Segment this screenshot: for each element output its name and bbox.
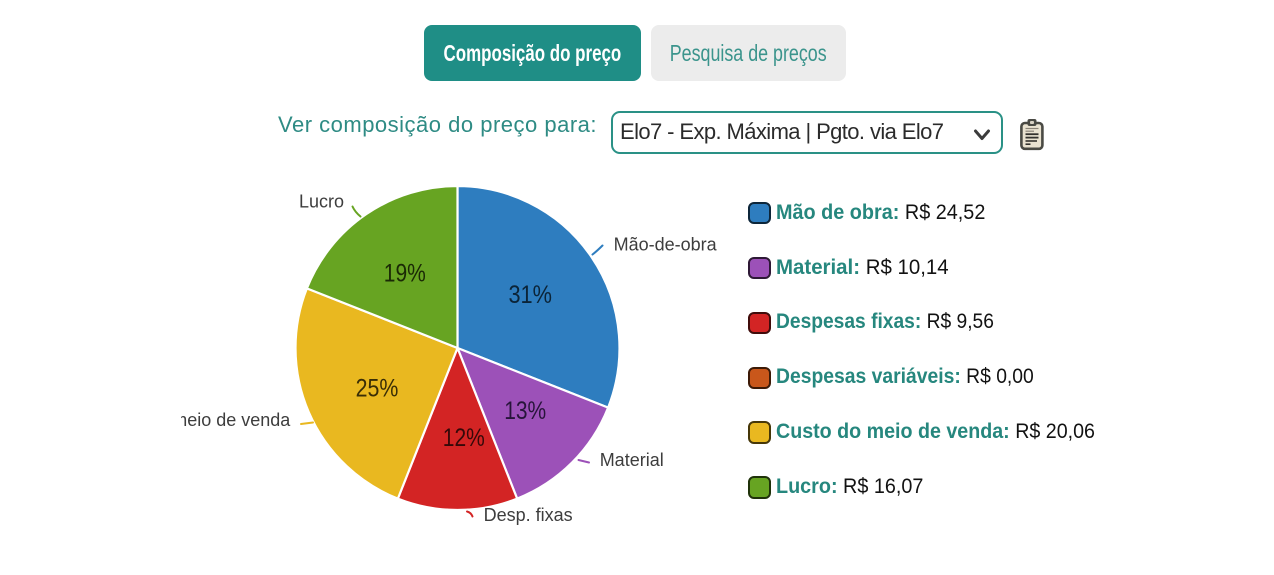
svg-text:Desp. fixas: Desp. fixas	[484, 505, 573, 525]
svg-text:Lucro: Lucro	[299, 192, 344, 212]
svg-text:Custo do meio de venda: Custo do meio de venda	[181, 410, 291, 430]
svg-text:19%: 19%	[384, 259, 426, 287]
svg-text:Material: Material	[600, 450, 664, 470]
svg-text:31%: 31%	[508, 280, 552, 308]
svg-text:Mão-de-obra: Mão-de-obra	[614, 234, 718, 254]
svg-text:25%: 25%	[356, 374, 399, 402]
svg-text:13%: 13%	[504, 396, 546, 424]
svg-text:12%: 12%	[443, 423, 485, 451]
